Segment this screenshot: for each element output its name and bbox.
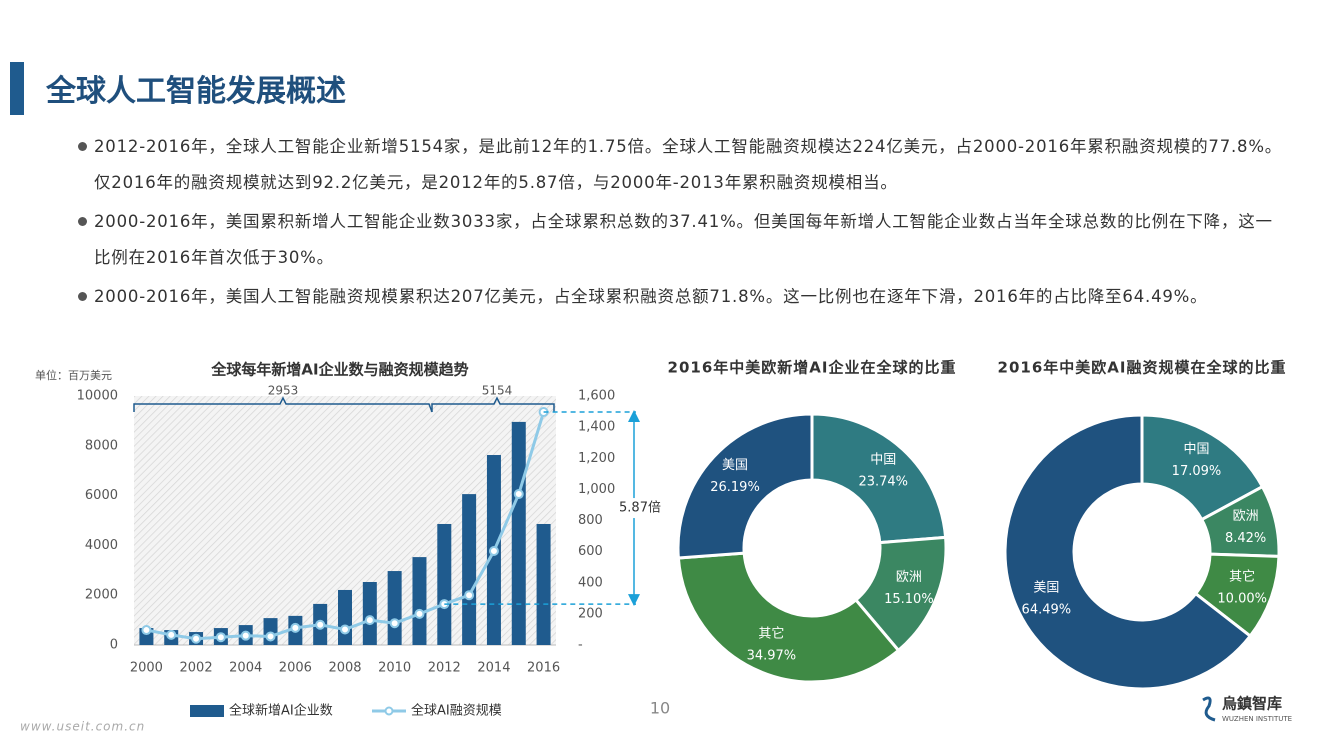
logo-mark	[1202, 696, 1216, 722]
y2-tick-label: 200	[578, 606, 603, 621]
slice-value: 26.19%	[710, 480, 760, 495]
y-tick-label: 10000	[77, 389, 118, 404]
slice-label: 其它	[758, 625, 784, 641]
legend-label: 全球新增AI企业数	[229, 703, 333, 719]
chart-title: 2016年中美欧新增AI企业在全球的比重	[668, 359, 957, 377]
slice-value: 15.10%	[884, 592, 934, 607]
footer-url: www.useit.com.cn	[20, 720, 145, 734]
x-tick-label: 2014	[477, 661, 510, 676]
slice-label: 欧洲	[896, 570, 922, 585]
y2-tick-label: 1,400	[578, 420, 615, 435]
logo-subtext: WUZHEN INSTITUTE	[1222, 715, 1292, 723]
line-point	[141, 625, 152, 636]
bullet: 2012-2016年，全球人工智能企业新增5154家，是此前12年的1.75倍。…	[78, 129, 1288, 201]
bar	[412, 557, 427, 645]
line-point	[290, 622, 301, 633]
x-tick-label: 2006	[279, 661, 312, 676]
x-tick-label: 2012	[428, 661, 461, 676]
bullet: 2000-2016年，美国人工智能融资规模累积达207亿美元，占全球累积融资总额…	[78, 279, 1288, 315]
line-point	[513, 489, 524, 500]
line-point	[265, 631, 276, 642]
line-point	[215, 632, 226, 643]
slice-label: 欧洲	[1233, 509, 1259, 524]
annotation: 5.87倍	[619, 501, 661, 516]
page-number: 10	[650, 699, 670, 718]
slice-value: 23.74%	[858, 474, 908, 489]
slice-label: 中国	[1183, 442, 1209, 457]
pie-slice	[676, 551, 901, 684]
chart-title: 全球每年新增AI企业数与融资规模趋势	[210, 361, 468, 379]
bar	[362, 582, 377, 645]
slice-label: 其它	[1229, 569, 1255, 585]
line-point	[166, 629, 177, 640]
y-tick-label: 8000	[85, 438, 118, 453]
slice-value: 8.42%	[1225, 531, 1266, 546]
title-accent	[10, 62, 24, 115]
y-tick-label: 0	[110, 638, 118, 653]
x-tick-label: 2010	[378, 661, 411, 676]
y2-tick-label: 600	[578, 544, 603, 559]
line-point	[364, 615, 375, 626]
y-tick-label: 4000	[85, 538, 118, 553]
slice-label: 中国	[870, 452, 896, 467]
x-tick-label: 2000	[130, 661, 163, 676]
line-point	[464, 590, 475, 601]
brace	[133, 396, 433, 413]
legend-label: 全球AI融资规模	[411, 703, 502, 719]
bar	[511, 421, 526, 645]
slice-value: 17.09%	[1172, 464, 1222, 479]
pie-slice	[1140, 413, 1265, 522]
bar	[387, 571, 402, 645]
x-tick-label: 2004	[229, 661, 262, 676]
logo-text: 烏鎮智库	[1222, 695, 1282, 713]
y-tick-label: 2000	[85, 588, 118, 603]
line-point	[240, 630, 251, 641]
brace	[431, 396, 555, 412]
line-point	[340, 624, 350, 635]
bar	[462, 494, 477, 645]
slice-label: 美国	[1033, 580, 1059, 595]
bullet: 2000-2016年，美国累积新增人工智能企业数3033家，占全球累积总数的37…	[78, 204, 1288, 276]
slice-label: 美国	[722, 458, 748, 473]
y2-tick-label: 400	[578, 575, 603, 590]
bar	[437, 523, 452, 645]
y2-tick-label: 1,200	[578, 451, 615, 466]
unit-label: 单位：百万美元	[35, 368, 112, 382]
line-point	[315, 619, 326, 630]
annotation-background	[615, 498, 665, 519]
y2-tick-label: -	[578, 638, 583, 653]
x-tick-label: 2008	[328, 661, 361, 676]
line-point	[389, 618, 400, 629]
annotation: 2953	[268, 384, 299, 398]
slide-title: 全球人工智能发展概述	[46, 74, 346, 109]
line-point	[191, 633, 202, 644]
x-tick-label: 2002	[180, 661, 213, 676]
x-tick-label: 2016	[527, 661, 560, 676]
pie-slice	[1003, 413, 1253, 691]
y2-tick-label: 1,000	[578, 482, 615, 497]
pie-slice	[676, 412, 814, 560]
line-point	[414, 608, 425, 619]
pie-slice	[810, 412, 948, 545]
y2-tick-label: 1,600	[578, 389, 615, 404]
legend-icon	[384, 706, 394, 716]
slice-value: 34.97%	[747, 648, 797, 663]
y-tick-label: 6000	[85, 488, 118, 503]
chart-title: 2016年中美欧AI融资规模在全球的比重	[998, 359, 1287, 377]
legend-icon	[190, 705, 224, 717]
slice-value: 10.00%	[1217, 592, 1267, 607]
bar	[338, 589, 352, 645]
slice-value: 64.49%	[1022, 602, 1072, 617]
line-point	[488, 546, 499, 557]
y2-tick-label: 800	[578, 513, 603, 528]
bar	[536, 523, 551, 645]
annotation: 5154	[482, 384, 513, 398]
